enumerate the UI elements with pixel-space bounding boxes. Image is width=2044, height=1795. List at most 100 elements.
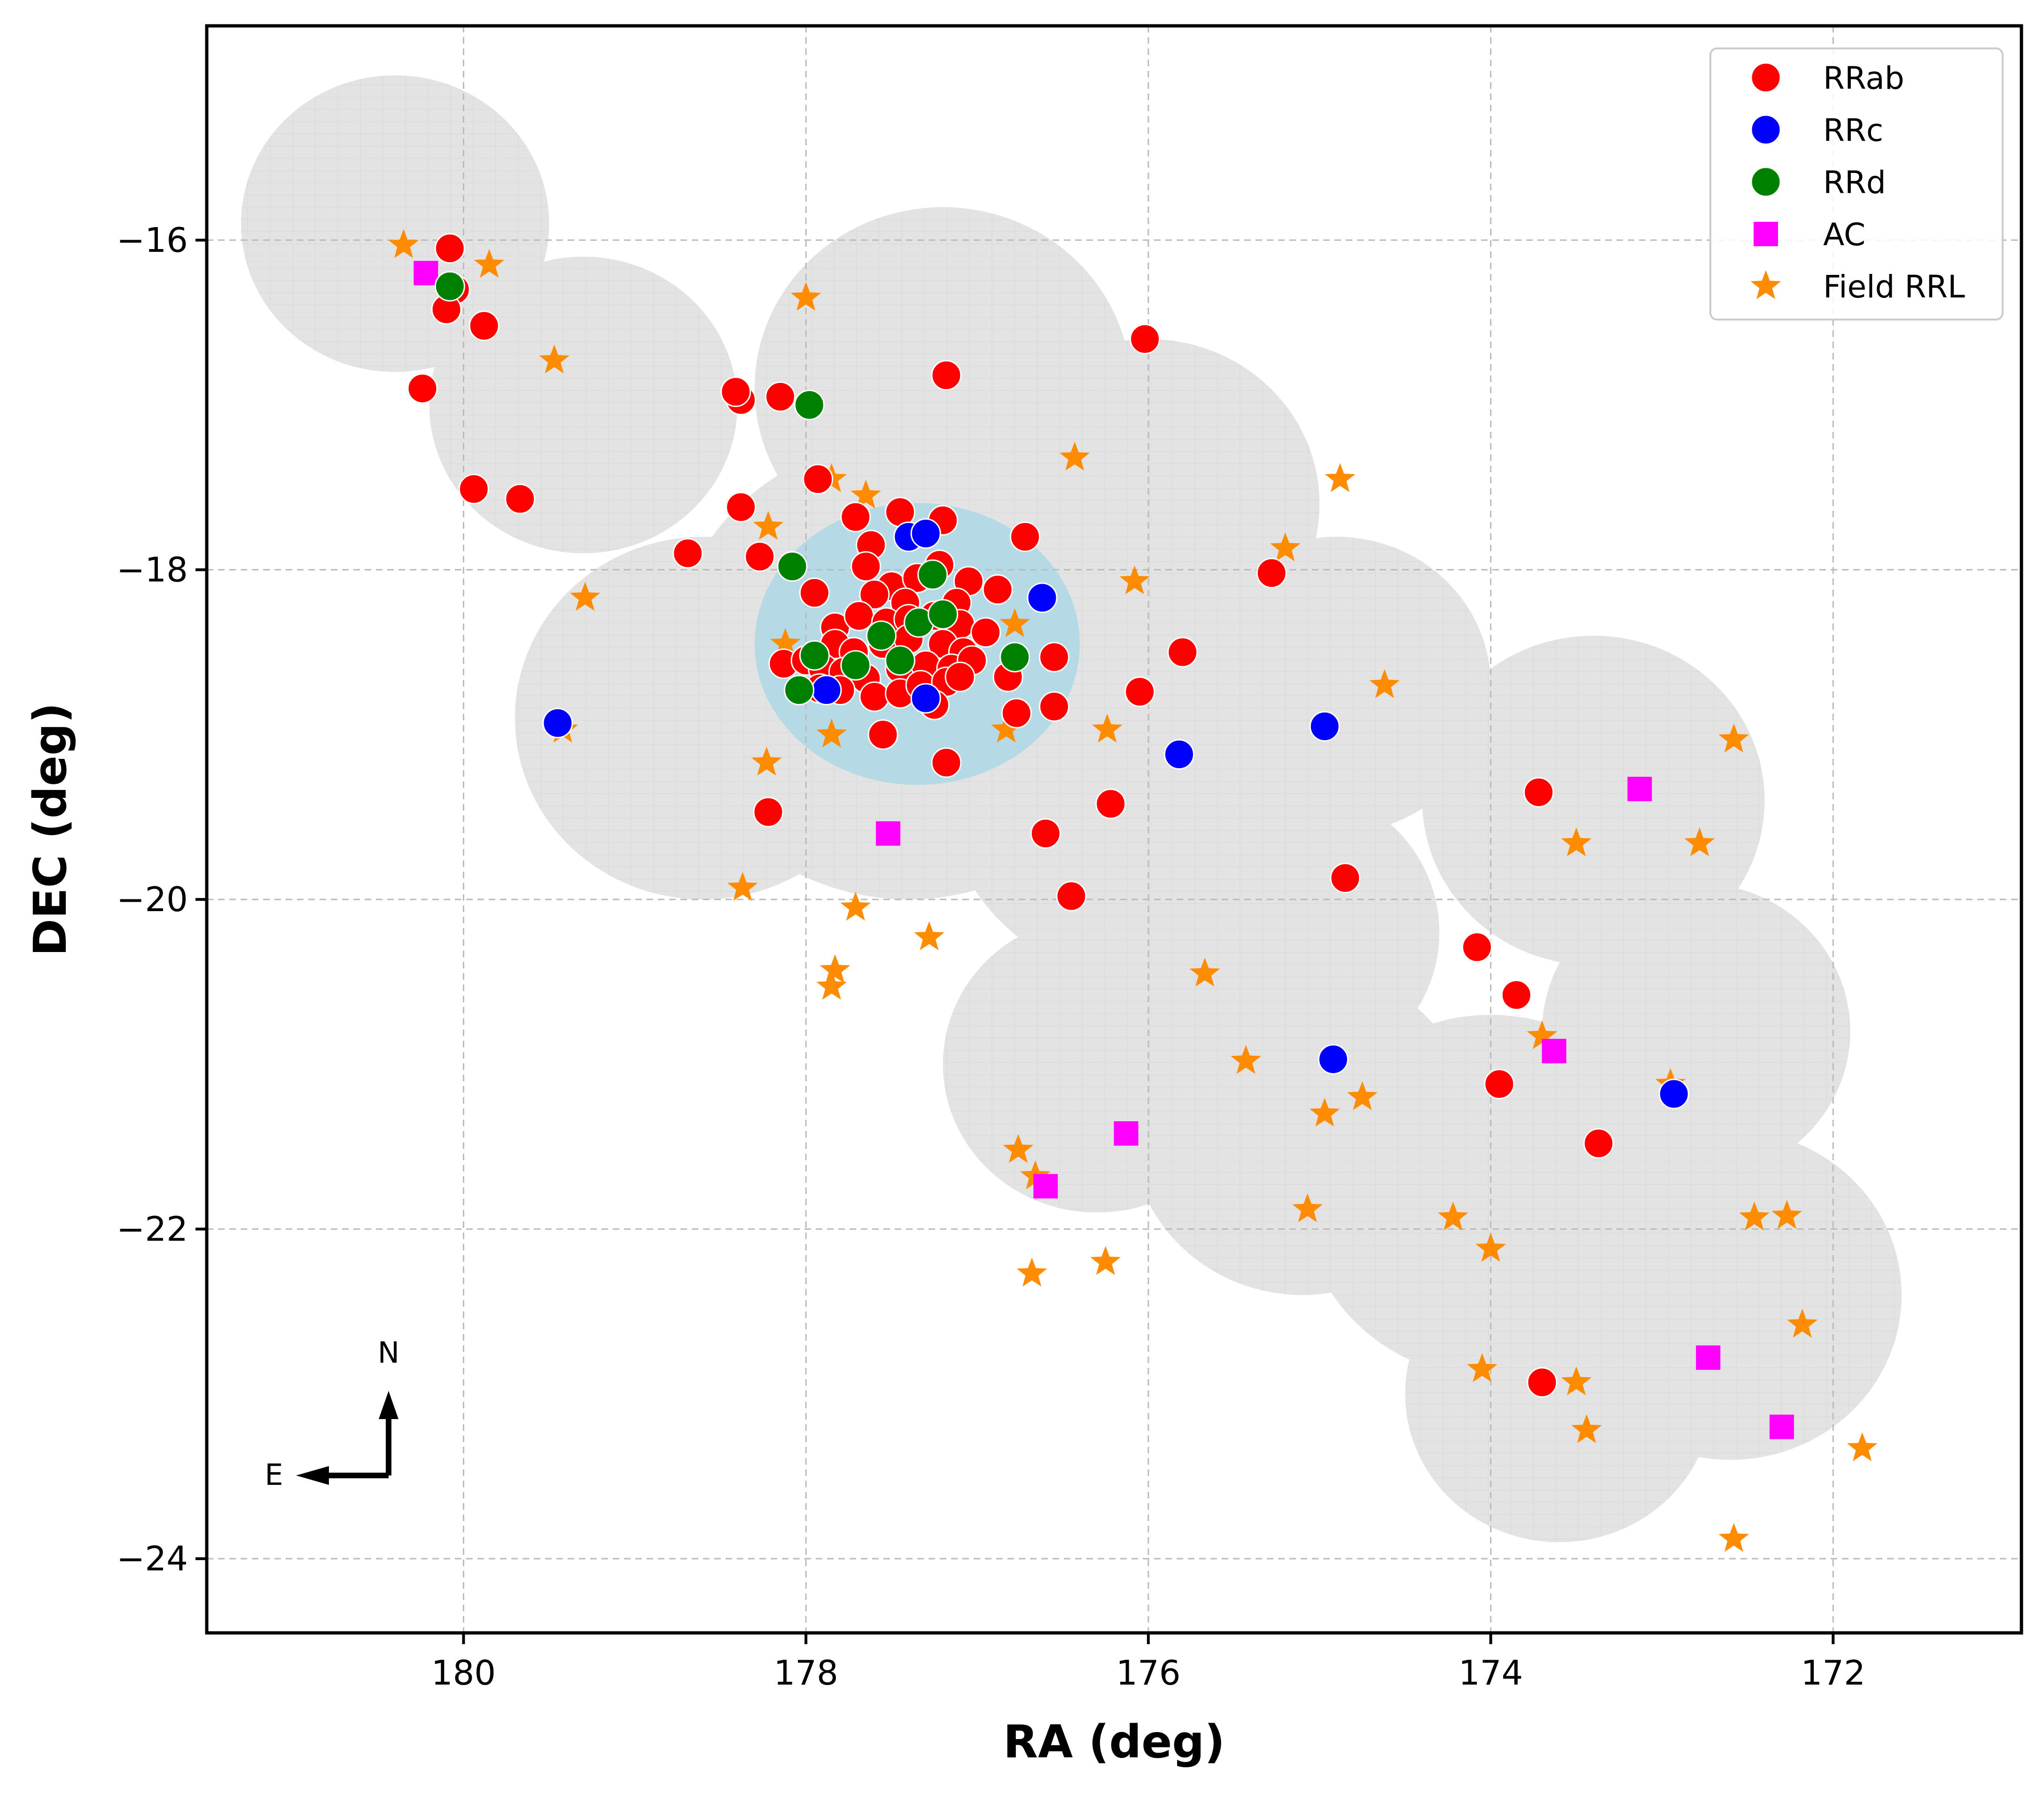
compass-east-arrowhead xyxy=(296,1466,329,1485)
y-tick-label: −16 xyxy=(117,220,188,260)
point-field-rrl xyxy=(1369,669,1400,698)
point-rrd xyxy=(840,650,871,681)
footprint-region-13 xyxy=(1542,883,1850,1180)
point-rrd xyxy=(928,599,959,630)
point-rrab xyxy=(982,574,1013,605)
point-rrab xyxy=(1583,1128,1614,1159)
point-rrab xyxy=(799,578,830,609)
point-field-rrl xyxy=(991,713,1022,743)
x-tick-label: 180 xyxy=(431,1653,496,1693)
point-ac xyxy=(1542,1038,1567,1063)
x-tick-label: 172 xyxy=(1801,1653,1865,1693)
y-tick-label: −20 xyxy=(117,880,188,919)
point-field-rrl xyxy=(1309,1098,1340,1127)
series-rrc xyxy=(542,518,1689,1109)
point-field-rrl xyxy=(1561,1366,1592,1396)
point-rrd xyxy=(777,551,808,582)
point-rrc xyxy=(542,708,573,739)
point-rrc xyxy=(1027,582,1058,613)
legend-marker-field-rrl xyxy=(1750,270,1781,299)
point-field-rrl xyxy=(1739,1202,1770,1231)
point-ac xyxy=(1627,777,1652,802)
point-rrab xyxy=(458,474,489,505)
x-tick-label: 174 xyxy=(1459,1653,1523,1693)
point-rrc xyxy=(1309,711,1340,742)
footprint-region-15 xyxy=(1405,1245,1714,1543)
point-rrd xyxy=(794,390,825,421)
point-rrab xyxy=(744,541,775,572)
point-field-rrl xyxy=(1231,1045,1261,1074)
point-field-rrl xyxy=(1003,1134,1034,1163)
point-rrd xyxy=(885,645,916,676)
point-field-rrl xyxy=(1467,1353,1498,1382)
legend-label: Field RRL xyxy=(1823,269,1965,305)
point-rrab xyxy=(753,796,784,827)
series-ac xyxy=(413,261,1794,1439)
point-rrab xyxy=(867,719,898,750)
footprint-region-7 xyxy=(1182,537,1491,834)
point-field-rrl xyxy=(727,872,758,901)
legend-label: RRd xyxy=(1823,164,1886,201)
point-rrab xyxy=(850,551,882,582)
point-rrd xyxy=(917,559,948,590)
point-rrab xyxy=(1523,777,1554,808)
y-tick-label: −24 xyxy=(117,1539,188,1578)
point-rrab xyxy=(931,747,962,778)
point-field-rrl xyxy=(1847,1432,1878,1461)
point-field-rrl xyxy=(914,921,944,951)
point-rrab xyxy=(944,662,975,693)
point-rrc xyxy=(811,675,842,706)
point-field-rrl xyxy=(1189,957,1220,987)
point-field-rrl xyxy=(1119,565,1150,594)
point-field-rrl xyxy=(1684,827,1715,857)
compass: N E xyxy=(265,1335,399,1492)
point-field-rrl xyxy=(1571,1414,1602,1444)
legend-label: RRc xyxy=(1823,112,1883,148)
compass-east-label: E xyxy=(265,1458,283,1492)
point-field-rrl xyxy=(539,344,570,374)
x-tick-label: 176 xyxy=(1116,1653,1180,1693)
point-rrd xyxy=(799,640,830,671)
point-field-rrl xyxy=(1718,723,1749,753)
point-field-rrl xyxy=(790,281,821,311)
point-rrab xyxy=(1010,521,1041,552)
point-field-rrl xyxy=(1475,1233,1506,1262)
footprint-region-0 xyxy=(241,75,549,372)
point-rrab xyxy=(1095,788,1126,819)
point-field-rrl xyxy=(1347,1081,1378,1110)
point-rrab xyxy=(1256,558,1287,589)
axes-frame xyxy=(205,24,2023,1635)
point-field-rrl xyxy=(1090,1246,1121,1275)
point-rrc xyxy=(910,518,941,549)
y-tick-label: −22 xyxy=(117,1210,188,1249)
point-field-rrl xyxy=(999,608,1030,637)
legend-marker-ac xyxy=(1754,222,1778,246)
point-field-rrl xyxy=(751,746,782,776)
y-axis-label: DEC (deg) xyxy=(24,702,77,956)
point-field-rrl xyxy=(1092,713,1123,743)
point-field-rrl xyxy=(1016,1257,1047,1287)
point-rrc xyxy=(1318,1044,1349,1075)
legend-box xyxy=(1709,47,2004,320)
footprint-region-12 xyxy=(1422,635,1765,966)
point-rrab xyxy=(1030,818,1061,849)
compass-north-label: N xyxy=(378,1335,399,1370)
point-field-rrl xyxy=(840,891,871,921)
point-ac xyxy=(1033,1174,1058,1199)
data-points xyxy=(388,229,1878,1552)
series-rrd xyxy=(434,271,1030,706)
point-rrab xyxy=(1130,323,1161,354)
point-rrab xyxy=(672,538,703,569)
point-field-rrl xyxy=(816,718,847,748)
legend-marker-rrc xyxy=(1750,114,1781,145)
point-rrab xyxy=(726,492,757,523)
point-rrab xyxy=(803,464,834,495)
point-rrab xyxy=(840,501,871,532)
point-rrab xyxy=(1527,1367,1558,1398)
point-ac xyxy=(1114,1121,1139,1146)
point-rrc xyxy=(910,683,941,714)
point-field-rrl xyxy=(474,249,505,278)
point-ac xyxy=(1769,1414,1794,1439)
point-field-rrl xyxy=(1438,1202,1468,1231)
